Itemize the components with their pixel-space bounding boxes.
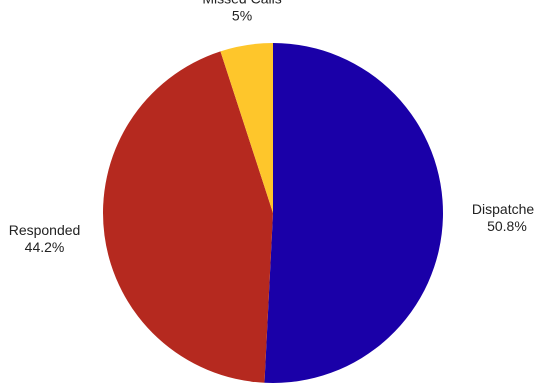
pie-label-responded: Responded 44.2% (9, 222, 81, 255)
pie-slice-missed-calls (220, 43, 273, 213)
pie-label-value: 44.2% (25, 239, 65, 255)
pie-label-name: Missed Calls (202, 0, 281, 6)
pie-label-dispatched: Dispatched50.8% (472, 201, 534, 234)
pie-label-name: Responded (9, 222, 81, 238)
pie-label-value: 50.8% (487, 218, 527, 234)
pie-slice-dispatched (264, 43, 443, 383)
pie-slice-responded (102, 51, 273, 383)
pie-label-name: Dispatched (472, 201, 534, 217)
pie-label-value: 5% (232, 7, 252, 23)
pie-slices (102, 43, 443, 383)
pie-label-missed-calls: Missed Calls5% (202, 0, 281, 23)
